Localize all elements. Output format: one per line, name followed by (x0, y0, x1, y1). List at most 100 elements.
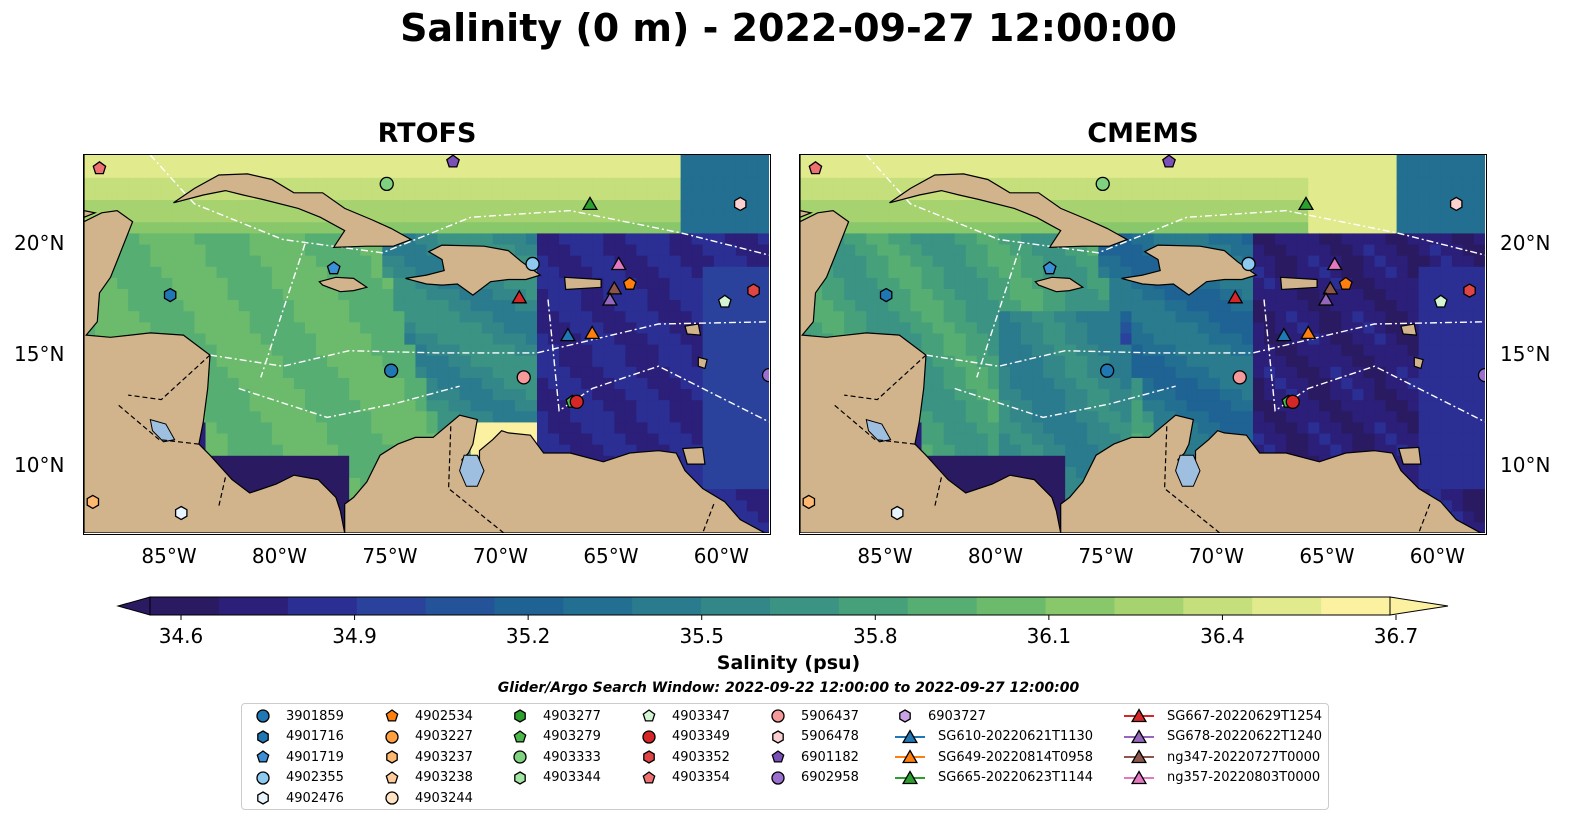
land-central-america (800, 155, 1062, 533)
lat-tick-label: 20°N (1500, 230, 1551, 255)
legend-item: 4903347 (638, 706, 730, 726)
legend-item: 4903279 (509, 727, 601, 747)
legend-item: SG667-20220629T1254 (1123, 706, 1322, 726)
legend-item-label: 4902534 (415, 708, 473, 724)
colorbar-extend-high (1389, 596, 1449, 616)
map-panel-rtofs[interactable] (83, 154, 771, 535)
legend-item-label: 4901716 (286, 729, 344, 744)
marker-4903352 (1463, 283, 1476, 298)
hexagon-marker-icon (514, 709, 526, 723)
marker-4901716 (879, 287, 893, 303)
legend-item-label: 4903237 (415, 749, 473, 765)
colorbar-tick-label: 34.6 (158, 624, 204, 648)
triangle-marker-icon (895, 728, 925, 743)
hexagon-marker-icon (772, 729, 784, 744)
legend-item-label: SG678-20220622T1240 (1167, 729, 1323, 744)
legend-item: 4903277 (509, 706, 601, 726)
land-yucatan-north (800, 209, 814, 218)
legend-item: 4903352 (638, 747, 730, 767)
land-yucatan-north (84, 209, 98, 218)
legend-item: 4903349 (638, 727, 730, 747)
marker-ng357-20220803T0000 (610, 256, 627, 271)
pentagon-marker-icon (642, 770, 656, 784)
observation-markers (86, 155, 769, 521)
legend-item: 4903238 (381, 768, 473, 788)
land-puerto-rico (563, 276, 602, 291)
marker-ng347-20220727T0000 (1322, 280, 1339, 295)
colorbar-segment (976, 597, 1047, 615)
colorbar-segment (356, 597, 427, 615)
lat-tick-label: 10°N (1500, 453, 1551, 478)
pentagon-marker-icon (385, 709, 399, 722)
land (84, 155, 769, 533)
legend-item: 4903354 (638, 768, 730, 788)
land-south-america (344, 414, 769, 533)
marker-SG649-20220814T0958 (584, 325, 601, 340)
figure-title: Salinity (0 m) - 2022-09-27 12:00:00 (400, 6, 1177, 50)
marker-5906478 (1449, 196, 1463, 212)
legend-item-label: 3901859 (286, 708, 344, 724)
marker-5906437 (516, 370, 531, 385)
colorbar (116, 596, 1449, 620)
lon-tick-label: 70°W (1188, 544, 1245, 568)
legend-item: 6903727 (894, 706, 986, 726)
lon-tick-label: 65°W (1299, 544, 1355, 568)
lon-tick-label: 85°W (857, 544, 913, 568)
colorbar-segment (701, 597, 771, 615)
observation-markers (802, 155, 1485, 521)
marker-SG678-20220622T1240 (601, 291, 618, 306)
legend-item-label: SG665-20220623T1144 (938, 770, 1094, 785)
land-trinidad (1398, 446, 1422, 465)
marker-ng347-20220727T0000 (606, 280, 623, 295)
hexagon-marker-icon (514, 770, 526, 785)
legend-item-label: 4903349 (672, 729, 730, 744)
land-lesser-antilles-2 (697, 356, 708, 370)
circle-marker-icon (256, 709, 270, 723)
triangle-marker-icon (895, 749, 925, 764)
map-panel-cmems[interactable] (799, 154, 1487, 535)
legend-item-label: SG610-20220621T1130 (938, 729, 1094, 744)
search-window-text: Glider/Argo Search Window: 2022-09-22 12… (497, 680, 1080, 696)
land-lesser-antilles-1 (1400, 323, 1418, 336)
lon-tick-label: 80°W (251, 544, 308, 568)
hexagon-marker-icon (257, 791, 269, 805)
marker-3901859 (383, 363, 399, 378)
hexagon-marker-icon (386, 750, 398, 764)
marker-4902355 (525, 256, 540, 272)
land-central-america (84, 155, 346, 533)
legend-item: 5906478 (767, 727, 859, 747)
marker-4903349 (1285, 394, 1300, 409)
colorbar-extend-low (116, 596, 151, 616)
panel-title-rtofs: RTOFS (377, 118, 477, 149)
legend-item: 4902534 (381, 706, 473, 726)
marker-4903354 (808, 160, 823, 175)
triangle-marker-icon (1124, 708, 1154, 723)
triangle-marker-icon (1124, 749, 1154, 764)
colorbar-segment (425, 597, 495, 615)
marker-4902355 (1241, 256, 1256, 272)
salinity-map-rtofs (84, 155, 769, 533)
circle-marker-icon (385, 729, 399, 744)
legend-item: SG649-20220814T0958 (894, 747, 1093, 767)
lon-tick-label: 65°W (583, 544, 639, 568)
colorbar-segment (770, 597, 840, 615)
marker-4902476 (890, 505, 904, 521)
legend-item-label: 4903347 (672, 708, 730, 724)
legend-item: 4903227 (381, 727, 473, 747)
marker-SG610-20220621T1130 (1275, 327, 1292, 342)
pentagon-marker-icon (771, 750, 785, 763)
colorbar-segment (907, 597, 978, 615)
legend-item: 4903237 (381, 747, 473, 767)
legend-item-label: ng347-20220727T0000 (1167, 749, 1321, 765)
colorbar-segment (1252, 597, 1322, 615)
circle-marker-icon (513, 750, 527, 764)
circle-marker-icon (771, 709, 785, 723)
colorbar-segment (218, 597, 289, 615)
land-south-america (1060, 414, 1485, 533)
land-lesser-antilles-1 (684, 323, 702, 336)
legend-item-label: SG649-20220814T0958 (938, 749, 1094, 765)
legend-item: 5906437 (767, 706, 859, 726)
legend-item-label: 4903244 (415, 790, 473, 806)
circle-marker-icon (256, 770, 270, 785)
colorbar-tick-label: 36.4 (1200, 624, 1245, 648)
